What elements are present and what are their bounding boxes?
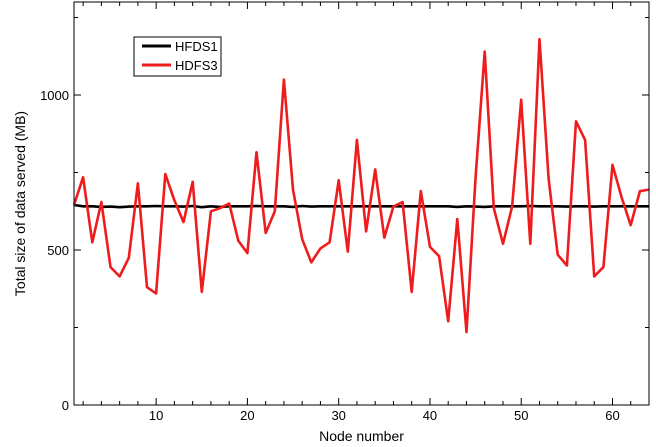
x-axis-title: Node number bbox=[319, 428, 404, 444]
plot-frame bbox=[73, 1, 650, 406]
series-layer bbox=[72, 37, 650, 334]
ticks-layer: 10 20 30 40 50 60 0 500 1000 bbox=[40, 2, 650, 423]
y-axis-title: Total size of data served (MB) bbox=[12, 111, 28, 296]
y-tick-label: 0 bbox=[62, 398, 69, 413]
x-tick-label: 10 bbox=[149, 408, 163, 423]
series-line-hdfs3 bbox=[72, 37, 650, 334]
y-tick-label: 1000 bbox=[40, 88, 69, 103]
x-tick-label: 20 bbox=[240, 408, 254, 423]
x-tick-label: 50 bbox=[514, 408, 528, 423]
x-tick-label: 40 bbox=[423, 408, 437, 423]
series-line-hfds1 bbox=[73, 203, 649, 209]
legend-label-hfds1: HFDS1 bbox=[175, 39, 218, 54]
x-tick-label: 60 bbox=[605, 408, 619, 423]
legend: HFDS1 HDFS3 bbox=[133, 36, 222, 77]
x-tick-label: 30 bbox=[331, 408, 345, 423]
y-tick-label: 500 bbox=[47, 243, 69, 258]
legend-label-hdfs3: HDFS3 bbox=[175, 58, 218, 73]
legend-box bbox=[133, 36, 222, 77]
